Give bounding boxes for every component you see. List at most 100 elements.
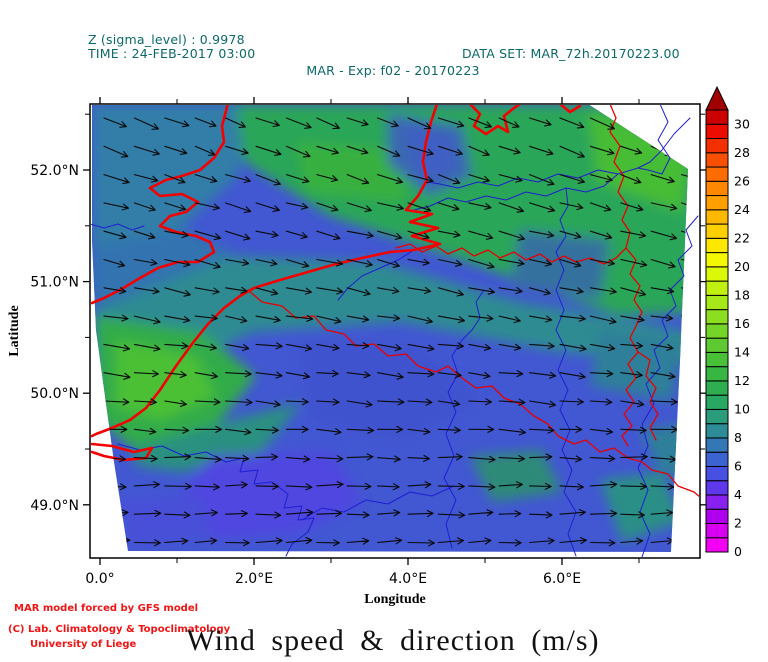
wind-arrow: [377, 372, 404, 380]
wind-arrow: [346, 537, 370, 545]
wind-arrow: [589, 481, 618, 489]
wind-arrow: [194, 455, 222, 463]
colorbar-label: 14: [734, 344, 750, 359]
wind-arrow: [225, 202, 252, 213]
wind-arrow: [559, 398, 584, 406]
country-border: [609, 105, 643, 447]
x-axis-title: Longitude: [364, 592, 425, 607]
wind-arrow: [468, 174, 490, 183]
wind-arrow: [377, 425, 404, 433]
colorbar-label: 18: [734, 287, 750, 302]
wind-arrow: [650, 483, 675, 491]
wind-arrow: [164, 230, 189, 239]
wind-arrow: [377, 455, 401, 463]
wind-arrow: [437, 342, 465, 350]
wind-arrow: [650, 398, 678, 406]
wind-arrow: [468, 145, 490, 157]
wind-arrow: [529, 230, 555, 239]
wind-arrow: [255, 117, 280, 128]
colorbar-cell: [705, 437, 729, 453]
wind-arrow: [194, 202, 220, 211]
wind-arrow: [103, 343, 131, 352]
wind-arrow: [498, 258, 525, 267]
speed-patch-teal-east-mid: [510, 230, 610, 300]
colorbar-cell: [705, 323, 729, 339]
colorbar-cell: [705, 138, 729, 154]
coastline: [91, 105, 442, 438]
wind-arrow: [194, 230, 222, 241]
wind-arrow: [285, 425, 309, 433]
colorbar-cell: [705, 123, 729, 140]
wind-arrow: [377, 202, 404, 211]
wind-arrow: [285, 202, 309, 210]
wind-arrow: [529, 400, 557, 408]
wind-arrow: [437, 315, 466, 324]
colorbar-cell: [705, 351, 729, 368]
wind-arrow: [133, 343, 161, 352]
wind-arrow: [589, 174, 613, 183]
wind-arrow: [589, 258, 616, 267]
wind-arrow: [194, 145, 216, 156]
wind-arrow: [225, 174, 251, 184]
wind-arrow: [133, 145, 160, 156]
wind-arrow: [133, 370, 159, 378]
colorbar-cell: [705, 480, 729, 496]
river: [413, 173, 619, 211]
wind-arrow: [103, 372, 131, 380]
wind-arrow: [255, 400, 281, 408]
wind-arrow: [681, 398, 688, 406]
coastline: [559, 105, 582, 114]
figure-title: Wind speed & direction (m/s): [186, 624, 600, 657]
wind-arrow: [133, 117, 159, 130]
wind-arrow: [285, 174, 310, 184]
wind-arrow: [529, 511, 553, 519]
wind-arrow: [498, 145, 521, 155]
wind-arrow: [681, 370, 688, 378]
wind-arrow: [529, 537, 555, 545]
wind-arrow: [346, 174, 370, 185]
wind-arrow: [498, 343, 522, 351]
wind-arrow: [316, 174, 339, 183]
wind-arrow: [529, 342, 555, 350]
wind-arrow: [103, 174, 130, 185]
wind-arrow: [103, 398, 130, 406]
wind-arrow: [255, 453, 279, 461]
colorbar-cell: [705, 522, 729, 539]
wind-arrow: [559, 537, 587, 545]
colorbar-label: 16: [734, 316, 750, 331]
wind-arrow: [285, 455, 311, 463]
wind-arrow: [225, 315, 248, 324]
wind-arrow: [346, 202, 372, 213]
wind-arrow: [285, 483, 313, 491]
river: [337, 249, 415, 301]
wind-arrow: [468, 371, 491, 379]
wind-arrow: [437, 230, 461, 238]
wind-arrow: [468, 483, 496, 491]
wind-arrow: [468, 537, 492, 545]
colorbar-cell: [705, 237, 729, 254]
wind-arrow: [650, 174, 675, 184]
wind-arrow: [620, 258, 648, 268]
wind-arrow: [681, 428, 688, 436]
wind-arrow: [225, 481, 248, 489]
wind-arrow: [285, 537, 313, 545]
river: [427, 117, 691, 189]
wind-arrow: [133, 454, 158, 463]
colorbar-cell: [705, 508, 729, 524]
river: [91, 223, 145, 231]
coastline: [91, 105, 229, 305]
wind-arrow: [316, 398, 340, 406]
wind-arrow: [589, 370, 614, 378]
wind-arrow: [255, 537, 283, 545]
wind-arrow: [255, 287, 279, 296]
colorbar-cell: [705, 423, 729, 439]
wind-arrow: [650, 455, 677, 463]
wind-arrow: [346, 453, 374, 461]
wind-arrow: [316, 230, 341, 241]
wind-arrow: [103, 258, 126, 268]
wind-arrow: [620, 174, 642, 184]
wind-arrow: [377, 398, 405, 406]
wind-arrow: [620, 482, 648, 490]
wind-arrow: [346, 230, 374, 239]
